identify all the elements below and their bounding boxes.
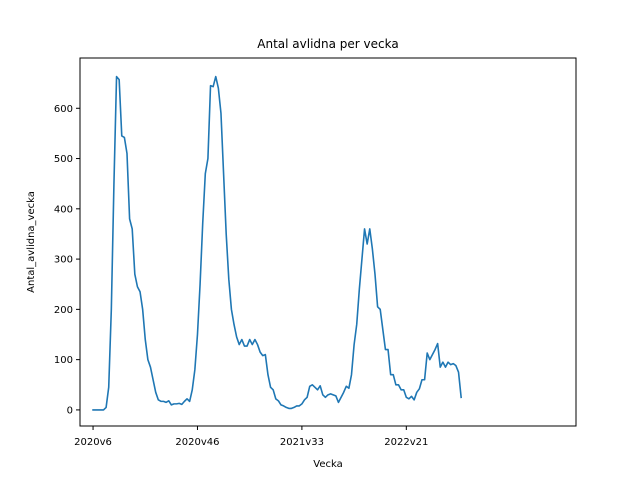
y-tick-label: 100 (54, 355, 73, 366)
x-axis-ticks: 2020v6 2020v46 2021v33 2022v21 (74, 426, 428, 448)
x-tick-label: 2020v6 (74, 437, 112, 448)
series-group (92, 75, 463, 411)
y-axis-ticks: 0 100 200 300 400 500 600 (54, 104, 80, 416)
y-tick-label: 600 (54, 104, 73, 115)
y-tick-label: 500 (54, 154, 73, 165)
x-axis-title: Vecka (313, 459, 342, 470)
series-line-0 (92, 75, 463, 411)
y-tick-label: 300 (54, 255, 73, 266)
y-axis-title: Antal_avlidna_vecka (26, 191, 37, 293)
y-tick-label: 200 (54, 305, 73, 316)
plot-frame (79, 57, 577, 427)
chart-title: Antal avlidna per vecka (257, 37, 398, 51)
x-tick-label: 2020v46 (175, 437, 219, 448)
x-tick-label: 2021v33 (280, 437, 324, 448)
y-tick-label: 0 (67, 405, 73, 416)
y-tick-label: 400 (54, 204, 73, 215)
x-tick-label: 2022v21 (384, 437, 428, 448)
